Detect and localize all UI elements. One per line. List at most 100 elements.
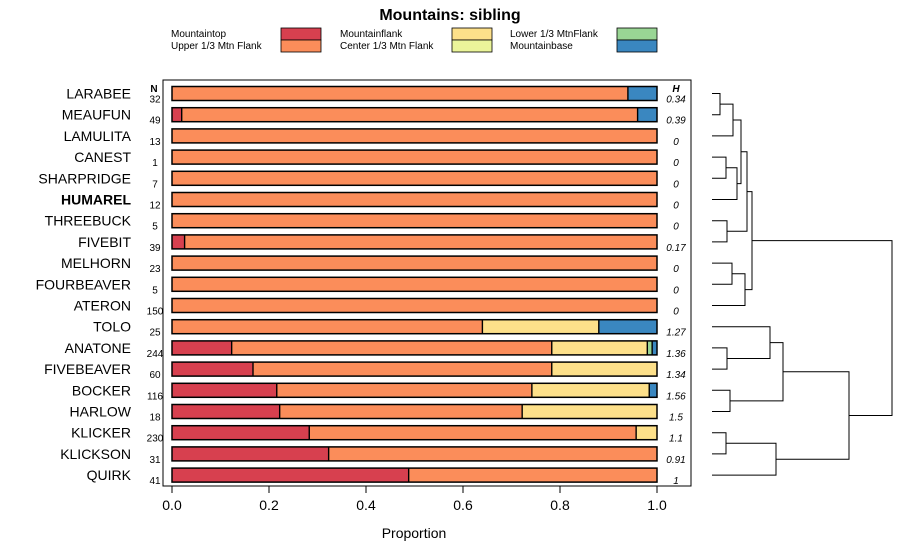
dendrogram-branch-5 <box>712 220 728 243</box>
bar-bocker-mountaintop <box>172 383 277 398</box>
bar-outline-bocker <box>171 382 658 399</box>
dendrogram-branch-17 <box>752 240 893 416</box>
dendrogram-branch-15 <box>712 442 777 476</box>
bar-sharpridge-upper-1-3-mtn-flank <box>172 171 657 186</box>
bar-quirk-mountaintop <box>172 468 409 483</box>
chart-title: Mountains: sibling <box>379 7 520 24</box>
bar-anatone-lower-1-3-mtnflank <box>647 340 653 355</box>
h-value-tolo: 1.27 <box>666 328 686 339</box>
n-value-lamulita: 13 <box>149 137 161 148</box>
n-value-bocker: 116 <box>147 391 163 402</box>
bar-fourbeaver-upper-1-3-mtn-flank <box>172 277 657 292</box>
bar-humarel-upper-1-3-mtn-flank <box>172 192 657 207</box>
n-value-fourbeaver: 5 <box>152 285 158 296</box>
bar-canest-upper-1-3-mtn-flank <box>172 150 657 165</box>
h-value-larabee: 0.34 <box>666 95 686 106</box>
x-axis-label: Proportion <box>382 525 447 541</box>
bar-klicker-mountainflank <box>636 425 657 440</box>
h-value-fivebeaver: 1.34 <box>666 370 686 381</box>
row-label-sharpridge: SHARPRIDGE <box>38 170 131 186</box>
dendrogram-branch-9 <box>745 191 753 291</box>
bar-tolo-upper-1-3-mtn-flank <box>172 319 483 334</box>
dendrogram-branch-10 <box>712 347 728 370</box>
dendrogram-branch-16 <box>776 371 850 460</box>
n-value-sharpridge: 7 <box>152 179 158 190</box>
bar-outline-humarel <box>171 191 658 208</box>
bar-ateron-upper-1-3-mtn-flank <box>172 298 657 313</box>
bar-outline-fivebit <box>171 234 658 250</box>
bar-anatone-upper-1-3-mtn-flank <box>231 340 552 355</box>
legend-label-mountainbase: Mountainbase <box>510 41 573 52</box>
legend-swatch-mountaintop <box>280 27 322 41</box>
bar-klickson-upper-1-3-mtn-flank <box>328 446 657 461</box>
bar-fivebeaver-upper-1-3-mtn-flank <box>253 362 552 377</box>
h-value-sharpridge: 0 <box>673 179 679 190</box>
h-value-klickson: 0.91 <box>666 455 685 466</box>
dendrogram-branch-12 <box>712 389 731 412</box>
row-label-klicker: KLICKER <box>71 425 131 441</box>
n-value-canest: 1 <box>152 158 158 169</box>
row-label-fivebit: FIVEBIT <box>78 234 131 250</box>
bar-tolo-mountainflank <box>482 319 599 334</box>
bar-outline-fourbeaver <box>171 276 658 293</box>
bar-outline-anatone <box>171 340 658 356</box>
n-value-tolo: 25 <box>149 328 161 339</box>
row-label-fivebeaver: FIVEBEAVER <box>44 361 131 377</box>
legend-label-center-1-3-mtn-flank: Center 1/3 Mtn Flank <box>340 41 434 52</box>
dendrogram-branch-0 <box>712 93 721 116</box>
bar-bocker-mountainbase <box>649 383 657 398</box>
row-label-canest: CANEST <box>74 149 131 165</box>
n-column-header: N <box>150 84 157 95</box>
row-label-humarel: HUMAREL <box>61 192 131 208</box>
row-label-tolo: TOLO <box>93 319 131 335</box>
row-label-ateron: ATERON <box>74 298 131 314</box>
legend-label-mountainflank: Mountainflank <box>340 29 403 40</box>
h-value-threebuck: 0 <box>673 222 679 233</box>
row-label-klickson: KLICKSON <box>60 446 131 462</box>
h-column-header: H <box>672 84 680 95</box>
h-value-harlow: 1.5 <box>669 413 683 424</box>
bar-harlow-mountainflank <box>522 404 657 419</box>
row-label-larabee: LARABEE <box>66 86 131 102</box>
dendrogram-branch-14 <box>712 432 727 455</box>
row-label-harlow: HARLOW <box>70 404 132 420</box>
bar-klicker-upper-1-3-mtn-flank <box>309 425 637 440</box>
n-value-larabee: 32 <box>149 95 161 106</box>
legend-label-upper-1-3-mtn-flank: Upper 1/3 Mtn Flank <box>171 41 263 52</box>
n-value-fivebit: 39 <box>149 243 161 254</box>
n-value-ateron: 150 <box>147 307 164 318</box>
bar-meaufun-upper-1-3-mtn-flank <box>181 107 638 122</box>
legend-label-lower-1-3-mtnflank: Lower 1/3 MtnFlank <box>510 29 599 40</box>
bar-fivebit-mountaintop <box>172 234 185 249</box>
dendrogram-branch-11 <box>712 326 771 359</box>
x-tick-label-2: 0.4 <box>356 497 376 513</box>
row-label-bocker: BOCKER <box>72 382 131 398</box>
bar-anatone-mountaintop <box>172 340 232 355</box>
bar-larabee-mountainbase <box>627 86 657 101</box>
bar-outline-larabee <box>171 85 658 102</box>
n-value-fivebeaver: 60 <box>149 370 161 381</box>
h-value-anatone: 1.36 <box>666 349 686 360</box>
n-value-harlow: 18 <box>149 413 161 424</box>
h-value-meaufun: 0.39 <box>666 116 686 127</box>
legend-swatch-center-1-3-mtn-flank <box>451 39 493 53</box>
n-value-quirk: 41 <box>149 476 161 487</box>
legend-swatch-mountainflank <box>451 27 493 41</box>
bar-outline-sharpridge <box>171 170 658 187</box>
x-tick-label-4: 0.8 <box>550 497 570 513</box>
row-label-threebuck: THREEBUCK <box>45 213 132 229</box>
bar-fivebit-upper-1-3-mtn-flank <box>184 234 658 249</box>
bar-outline-ateron <box>171 297 658 314</box>
h-value-lamulita: 0 <box>673 137 679 148</box>
bar-outline-quirk <box>171 467 658 483</box>
x-tick-label-1: 0.2 <box>259 497 279 513</box>
dendrogram-branch-13 <box>730 342 784 402</box>
h-value-ateron: 0 <box>673 307 679 318</box>
bar-fivebeaver-mountaintop <box>172 362 253 377</box>
bar-meaufun-mountaintop <box>172 107 182 122</box>
n-value-humarel: 12 <box>149 201 161 212</box>
bar-outline-melhorn <box>171 255 658 271</box>
h-value-bocker: 1.56 <box>666 391 686 402</box>
